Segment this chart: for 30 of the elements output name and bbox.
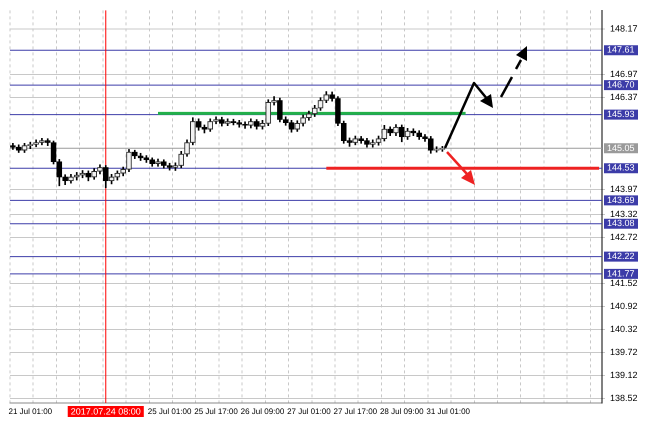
ref-line-label: 143.69 bbox=[607, 194, 635, 205]
y-tick-label: 141.52 bbox=[610, 278, 638, 288]
ref-line-label: 145.05 bbox=[607, 142, 635, 153]
x-tick-label: 27 Jul 17:00 bbox=[334, 407, 378, 416]
x-tick-label: 28 Jul 09:00 bbox=[380, 407, 424, 416]
x-tick-label: 27 Jul 01:00 bbox=[287, 407, 332, 416]
x-tick-label: 2017.07.24 08:00 bbox=[70, 406, 141, 416]
y-tick-label: 142.72 bbox=[610, 232, 638, 242]
ref-line-label: 147.61 bbox=[607, 44, 635, 55]
y-tick-label: 140.32 bbox=[610, 324, 638, 334]
y-tick-label: 143.97 bbox=[610, 184, 638, 194]
y-tick-label: 146.37 bbox=[610, 92, 638, 102]
ref-line-label: 145.93 bbox=[607, 109, 635, 120]
ref-line-label: 143.08 bbox=[607, 218, 635, 228]
y-tick-label: 139.72 bbox=[610, 346, 638, 357]
y-tick-label: 148.17 bbox=[610, 23, 638, 34]
y-tick-label: 146.97 bbox=[610, 69, 638, 80]
ref-line-label: 144.53 bbox=[607, 162, 635, 173]
x-tick-label: 25 Jul 17:00 bbox=[194, 407, 238, 416]
x-tick-label: 21 Jul 01:00 bbox=[8, 407, 53, 416]
y-tick-label: 140.92 bbox=[610, 300, 638, 311]
x-tick-label: 25 Jul 01:00 bbox=[148, 407, 192, 416]
ref-line-label: 141.77 bbox=[607, 268, 635, 278]
y-tick-label: 143.32 bbox=[610, 209, 638, 220]
y-tick-label: 138.52 bbox=[610, 392, 638, 403]
y-tick-label: 139.12 bbox=[610, 370, 638, 380]
x-tick-label: 31 Jul 01:00 bbox=[426, 407, 471, 416]
ref-line-label: 142.22 bbox=[607, 251, 635, 262]
x-tick-label: 26 Jul 09:00 bbox=[240, 407, 285, 416]
ref-line-label: 146.70 bbox=[607, 80, 635, 90]
